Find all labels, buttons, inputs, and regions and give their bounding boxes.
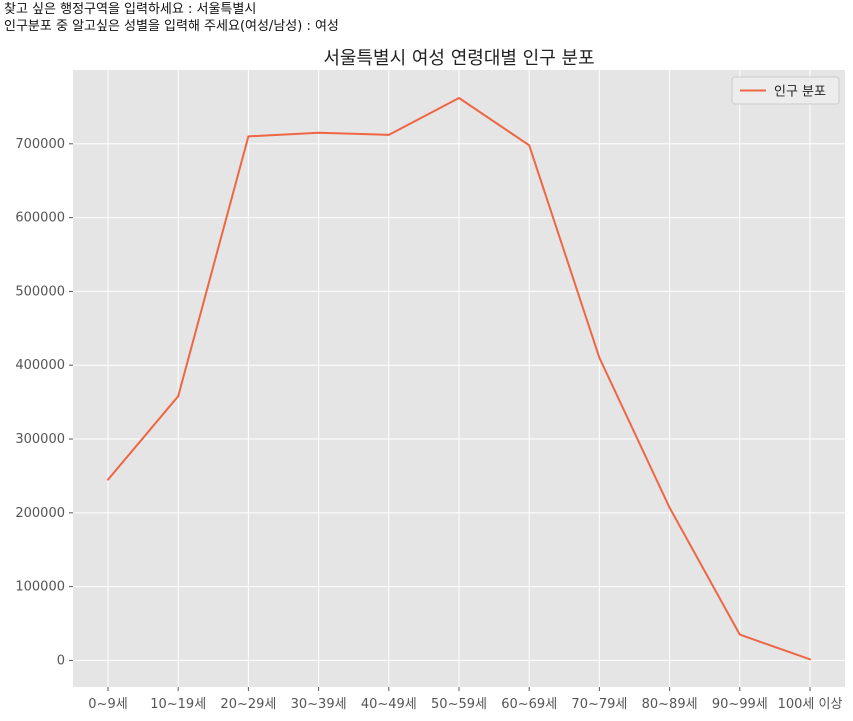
- y-tick-label: 500000: [15, 284, 65, 299]
- x-tick-label: 0~9세: [88, 697, 127, 712]
- x-tick-label: 40~49세: [361, 697, 417, 712]
- y-tick-label: 600000: [15, 211, 65, 226]
- axes: 0 100000 200000 300000 400000 500000 600000 700…: [15, 137, 842, 712]
- console-prompt-gender: 인구분포 중 알고싶은 성별을 입력해 주세요(여성/남성) : 여성: [4, 19, 339, 34]
- legend-box: [731, 76, 840, 105]
- y-tick-label: 300000: [15, 432, 65, 447]
- y-tick-label: 400000: [15, 358, 65, 373]
- console-prompt-region: 찾고 싶은 행정구역을 입력하세요 : 서울특별시: [4, 2, 257, 17]
- x-tick-label: 100세 이상: [778, 697, 843, 712]
- y-tick-label: 0: [57, 653, 65, 668]
- series-layer: [107, 97, 811, 661]
- y-tick-label: 100000: [15, 580, 65, 595]
- series-line: [107, 97, 811, 661]
- y-tick-label: 700000: [15, 137, 65, 152]
- x-tick-label: 60~69세: [501, 697, 557, 712]
- legend-label: 인구 분포: [774, 85, 826, 100]
- x-tick-label: 50~59세: [431, 697, 487, 712]
- chart-title: 서울특별시 여성 연령대별 인구 분포: [323, 48, 594, 69]
- x-tick-label: 90~99세: [712, 697, 768, 712]
- x-tick-label: 30~39세: [291, 697, 347, 712]
- x-tick-label: 80~89세: [642, 697, 698, 712]
- x-tick-label: 10~19세: [150, 697, 206, 712]
- x-tick-label: 70~79세: [571, 697, 627, 712]
- y-tick-label: 200000: [15, 506, 65, 521]
- grid: [73, 70, 845, 687]
- x-tick-label: 20~29세: [220, 697, 276, 712]
- legend: 인구 분포: [731, 76, 840, 105]
